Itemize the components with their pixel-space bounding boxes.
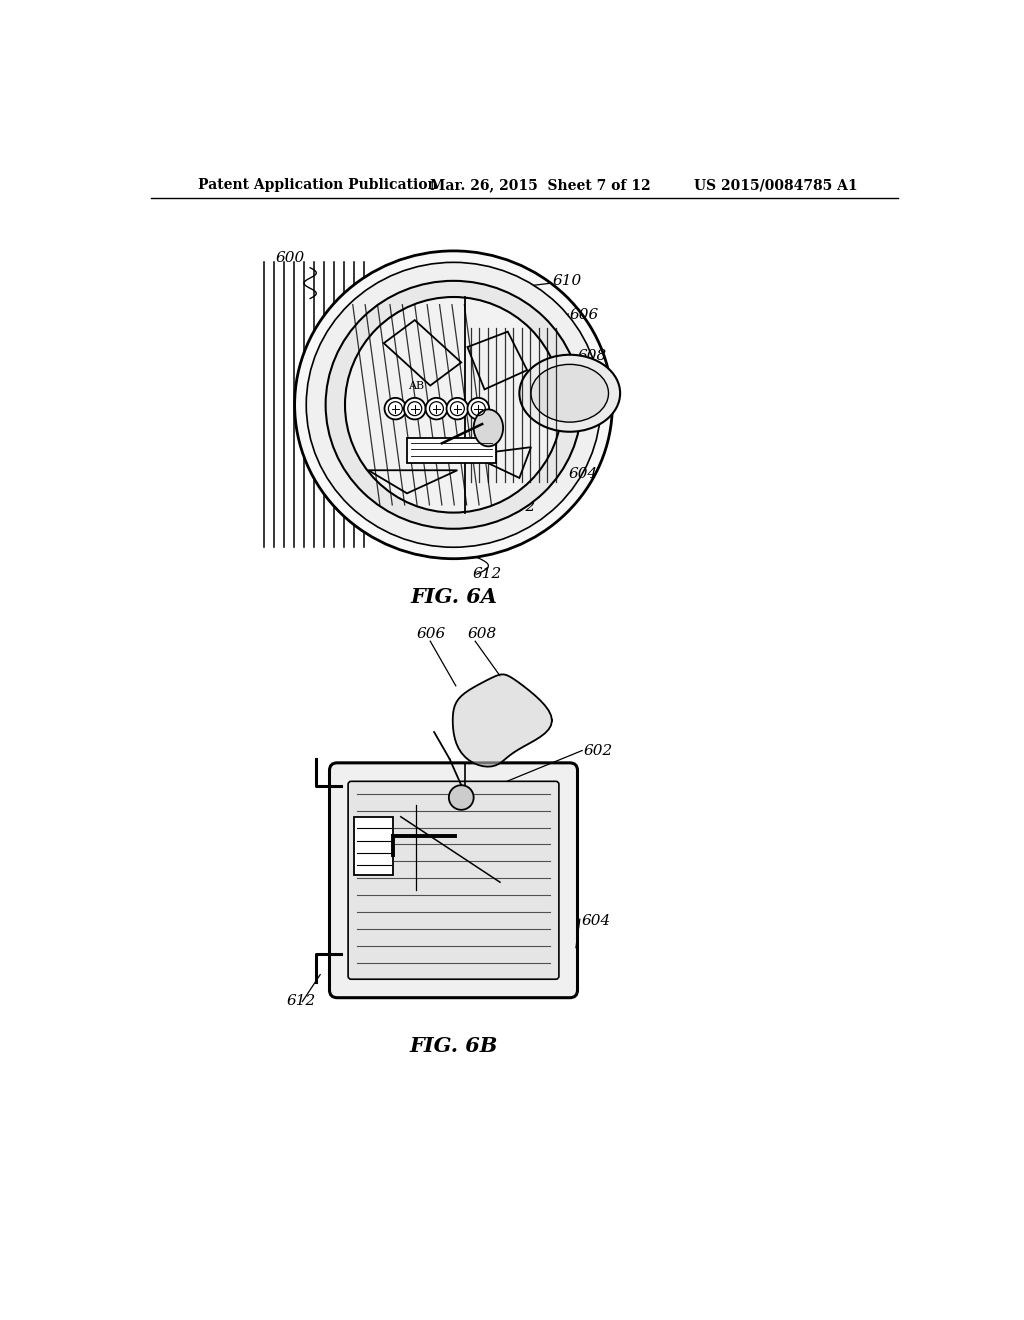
Text: 608: 608 <box>578 350 607 363</box>
Bar <box>354 817 393 875</box>
Ellipse shape <box>531 364 608 422</box>
Text: 600: 600 <box>275 251 305 265</box>
Circle shape <box>467 397 489 420</box>
FancyBboxPatch shape <box>348 781 559 979</box>
Ellipse shape <box>474 409 503 446</box>
Text: 606: 606 <box>417 627 445 642</box>
Text: 606: 606 <box>569 308 599 322</box>
Circle shape <box>385 397 407 420</box>
Text: US 2015/0084785 A1: US 2015/0084785 A1 <box>693 178 857 193</box>
Circle shape <box>449 785 474 809</box>
Circle shape <box>403 397 426 420</box>
Text: 602: 602 <box>584 744 613 758</box>
Text: 612: 612 <box>473 568 502 581</box>
Text: AB: AB <box>409 381 424 392</box>
FancyBboxPatch shape <box>330 763 578 998</box>
Text: Patent Application Publication: Patent Application Publication <box>198 178 437 193</box>
Ellipse shape <box>519 355 621 432</box>
Ellipse shape <box>326 281 582 529</box>
Text: 602: 602 <box>506 500 536 513</box>
Circle shape <box>446 397 468 420</box>
Text: 604: 604 <box>582 913 610 928</box>
Text: 608: 608 <box>467 627 497 642</box>
Polygon shape <box>453 675 552 767</box>
Bar <box>407 438 496 462</box>
Text: 604: 604 <box>568 467 597 480</box>
Circle shape <box>345 297 562 512</box>
Text: FIG. 6B: FIG. 6B <box>410 1036 498 1056</box>
Ellipse shape <box>295 251 612 558</box>
Text: FIG. 6A: FIG. 6A <box>410 587 497 607</box>
Text: 612: 612 <box>287 994 316 1008</box>
Ellipse shape <box>306 263 601 548</box>
Text: Mar. 26, 2015  Sheet 7 of 12: Mar. 26, 2015 Sheet 7 of 12 <box>430 178 651 193</box>
Text: 610: 610 <box>553 275 582 289</box>
Circle shape <box>426 397 447 420</box>
